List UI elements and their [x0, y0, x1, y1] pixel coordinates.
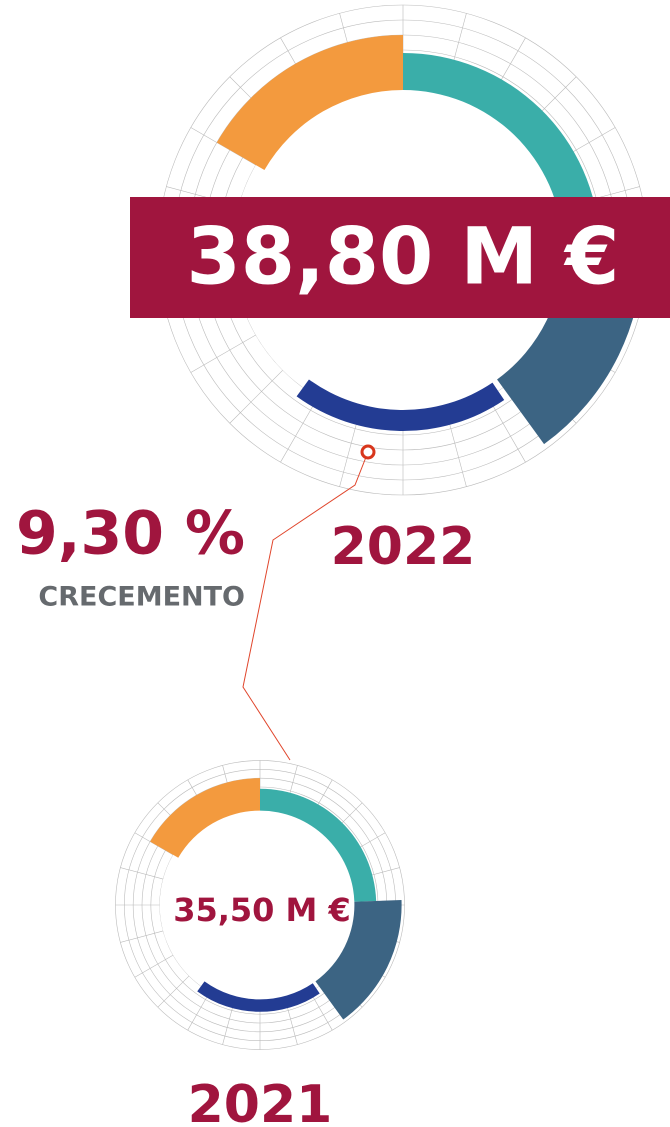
banner: [130, 197, 670, 318]
grid-spoke: [285, 1001, 298, 1045]
growth-rate: 9,30 %: [16, 499, 245, 569]
segment: [216, 35, 403, 170]
amount-2022: 38,80 M €: [187, 212, 620, 302]
grid-spoke: [280, 397, 319, 463]
year-2022: 2022: [331, 517, 476, 577]
growth-label: CRECEMENTO: [38, 582, 245, 613]
grid-spoke: [487, 397, 526, 463]
grid-spoke: [187, 991, 211, 1031]
connector-dot: [360, 444, 376, 460]
segment: [296, 379, 505, 431]
grid-spoke: [157, 975, 190, 1008]
grid-spoke: [134, 954, 174, 978]
year-2021: 2021: [188, 1075, 333, 1127]
grid-spoke: [120, 930, 164, 943]
grid-spoke: [309, 991, 333, 1031]
segment: [197, 981, 320, 1012]
inner-fill: [159, 804, 361, 1006]
amount-2021: 35,50 M €: [173, 891, 351, 929]
connector-line: [242, 451, 369, 761]
grid-spoke: [120, 867, 164, 880]
grid-spoke: [446, 414, 467, 487]
donut-2021: [115, 760, 405, 1050]
grid-spoke: [190, 334, 256, 373]
grid-spoke: [339, 414, 360, 487]
segment: [150, 778, 260, 858]
grid-spoke: [222, 1001, 235, 1045]
segment: [315, 900, 402, 1020]
segment: [260, 788, 377, 902]
grid-spoke: [229, 369, 284, 424]
